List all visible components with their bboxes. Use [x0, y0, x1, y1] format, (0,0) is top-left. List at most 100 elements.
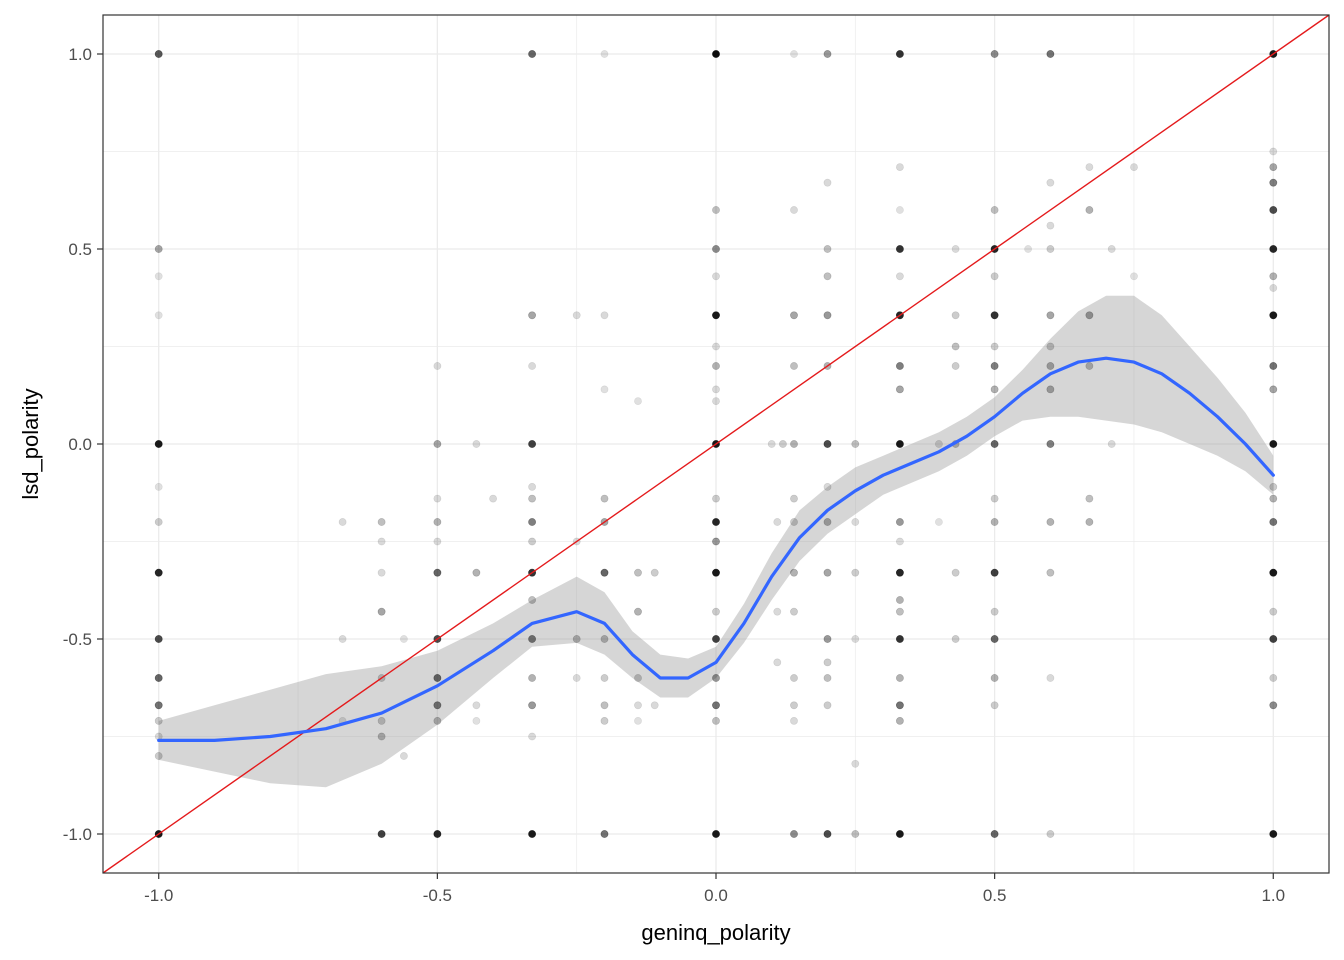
data-point: [896, 206, 904, 214]
data-point: [896, 440, 904, 448]
data-point: [896, 635, 904, 643]
data-point: [990, 206, 999, 214]
data-point: [823, 518, 832, 526]
data-point: [600, 311, 609, 320]
data-point: [1269, 440, 1278, 448]
y-tick-label: 0.0: [68, 435, 92, 454]
data-point: [528, 50, 536, 58]
data-point: [790, 362, 798, 370]
data-point: [433, 717, 442, 725]
confidence-band-layer: [158, 295, 1274, 788]
data-point: [472, 568, 481, 577]
data-point: [634, 674, 642, 682]
data-point: [823, 701, 832, 710]
data-point: [896, 163, 904, 171]
data-point: [823, 658, 832, 667]
data-point: [572, 311, 581, 320]
data-point: [990, 311, 999, 320]
data-point: [600, 674, 609, 682]
data-point: [634, 607, 642, 616]
data-point: [433, 518, 442, 526]
data-point: [990, 494, 999, 503]
data-point: [896, 568, 904, 577]
y-axis: -1.0 -0.5 0.0 0.5 1.0: [63, 45, 103, 844]
data-point: [896, 385, 904, 394]
data-point: [1046, 674, 1055, 682]
data-point: [790, 568, 798, 577]
data-point: [790, 518, 798, 526]
y-tick-label: 1.0: [68, 45, 92, 64]
y-tick-label: -1.0: [63, 825, 92, 844]
data-point: [634, 717, 642, 725]
data-point: [773, 607, 782, 616]
data-point: [779, 440, 787, 448]
data-point: [951, 362, 960, 370]
data-point: [790, 830, 798, 838]
data-point: [1269, 568, 1278, 577]
data-point: [851, 440, 860, 448]
data-point: [528, 362, 536, 370]
data-point: [377, 830, 386, 838]
data-point: [712, 717, 720, 725]
data-point: [823, 830, 832, 838]
data-point: [712, 50, 720, 58]
data-point: [823, 50, 832, 58]
data-point: [712, 701, 720, 710]
x-tick-label: 0.5: [983, 886, 1007, 905]
data-point: [712, 607, 720, 616]
data-point: [650, 568, 659, 577]
data-point: [472, 440, 481, 448]
data-point: [154, 717, 163, 725]
data-point: [634, 701, 642, 710]
data-point: [851, 830, 860, 838]
data-point: [528, 537, 536, 546]
y-tick-label: -0.5: [63, 630, 92, 649]
data-point: [1085, 494, 1094, 503]
data-point: [790, 607, 798, 616]
data-point: [990, 385, 999, 394]
data-point: [990, 568, 999, 577]
data-point: [433, 701, 442, 710]
data-point: [600, 50, 609, 58]
data-point: [990, 607, 999, 616]
data-point: [154, 440, 163, 448]
data-point: [1269, 178, 1278, 187]
data-point: [528, 596, 536, 604]
data-point: [1046, 568, 1055, 577]
data-point: [1046, 311, 1055, 320]
data-point: [896, 50, 904, 58]
data-point: [472, 701, 481, 710]
data-point: [572, 674, 581, 682]
data-point: [896, 717, 904, 725]
data-point: [896, 272, 904, 281]
data-point: [338, 518, 347, 526]
data-point: [1269, 494, 1278, 503]
data-point: [154, 635, 163, 643]
data-point: [896, 830, 904, 838]
data-point: [1085, 362, 1094, 370]
data-point: [154, 568, 163, 577]
data-point: [851, 759, 860, 768]
data-point: [1269, 635, 1278, 643]
data-point: [1269, 147, 1278, 156]
data-point: [896, 362, 904, 370]
data-point: [990, 272, 999, 281]
data-point: [1046, 50, 1055, 58]
data-point: [1085, 163, 1094, 171]
data-point: [712, 397, 720, 405]
data-point: [1046, 518, 1055, 526]
data-point: [990, 635, 999, 643]
data-point: [1046, 830, 1055, 838]
data-point: [528, 311, 536, 320]
y-tick-label: 0.5: [68, 240, 92, 259]
data-point: [712, 342, 720, 351]
data-point: [851, 568, 860, 577]
data-point: [1269, 482, 1278, 491]
data-point: [951, 311, 960, 320]
data-point: [528, 518, 536, 526]
data-point: [600, 635, 609, 643]
data-point: [990, 518, 999, 526]
data-point: [1130, 163, 1138, 171]
confidence-band: [158, 295, 1274, 788]
data-point: [1085, 206, 1094, 214]
